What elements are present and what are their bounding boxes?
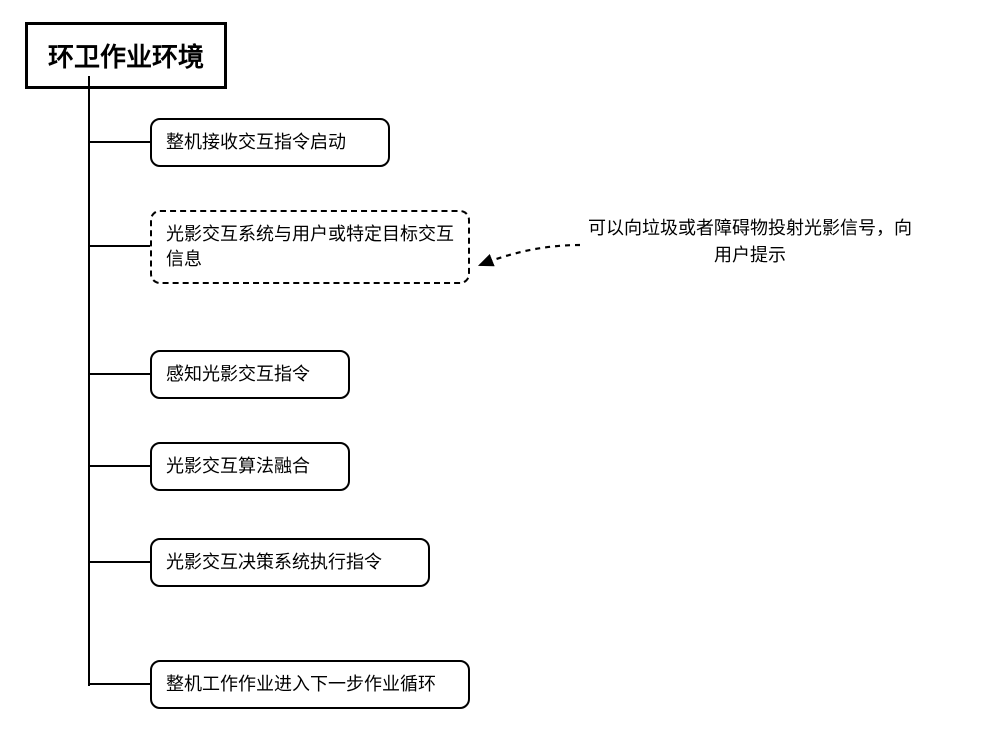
annotation-arrow (0, 0, 1000, 750)
